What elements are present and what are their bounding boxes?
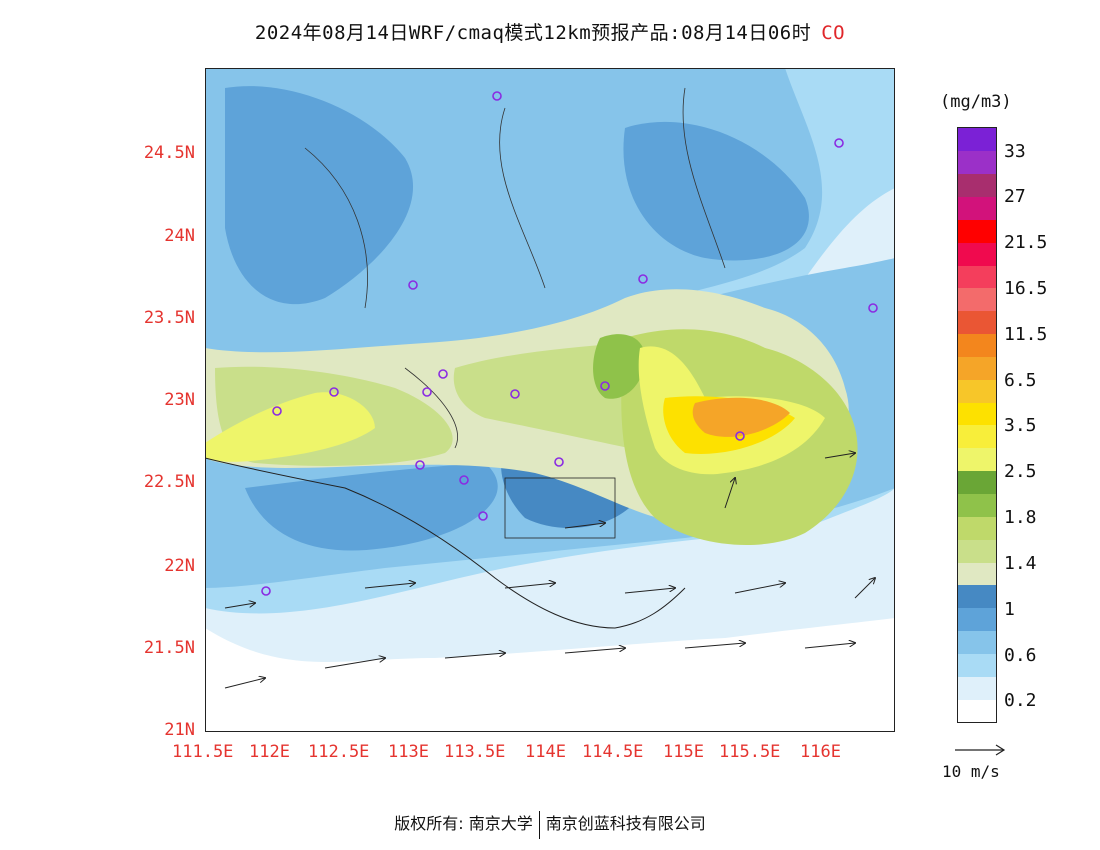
map-frame	[205, 68, 895, 732]
legend-swatch	[958, 219, 996, 243]
legend-unit: (mg/m3)	[940, 92, 1012, 112]
legend-tick-3-5: 3.5	[1004, 415, 1037, 436]
legend-swatch	[958, 356, 996, 380]
legend-swatch	[958, 562, 996, 586]
legend-swatch	[958, 242, 996, 266]
legend-swatch	[958, 539, 996, 563]
legend-tick-11-5: 11.5	[1004, 324, 1048, 345]
legend-swatch	[958, 402, 996, 426]
x-tick-112-5e: 112.5E	[308, 742, 370, 762]
legend-swatch	[958, 379, 996, 403]
y-tick-24n: 24N	[164, 226, 195, 246]
x-tick-113e: 113E	[388, 742, 429, 762]
y-tick-23n: 23N	[164, 390, 195, 410]
fill-blue-nw	[225, 86, 414, 305]
legend-swatch	[958, 333, 996, 357]
legend-swatch	[958, 287, 996, 312]
legend-tick-33: 33	[1004, 141, 1026, 162]
legend-colorbar	[957, 127, 997, 723]
x-tick-115e: 115E	[663, 742, 704, 762]
y-tick-21-5n: 21.5N	[143, 638, 195, 658]
footer-right: 南京创蓝科技有限公司	[545, 814, 706, 833]
legend-swatch	[958, 425, 996, 449]
y-tick-24-5n: 24.5N	[143, 143, 195, 163]
legend-swatch	[958, 447, 996, 472]
fill-2-5-west	[205, 392, 375, 462]
title-species: CO	[821, 22, 846, 44]
station-markers	[261, 91, 878, 596]
y-tick-22n: 22N	[164, 556, 195, 576]
legend-swatch	[958, 699, 996, 723]
x-tick-112e: 112E	[249, 742, 290, 762]
fill-6-5-east	[692, 397, 790, 437]
x-tick-114-5e: 114.5E	[582, 742, 644, 762]
x-tick-113-5e: 113.5E	[444, 742, 506, 762]
y-tick-21n: 21N	[164, 720, 195, 740]
legend-swatch	[958, 128, 996, 152]
legend-tick-16-5: 16.5	[1004, 278, 1048, 299]
legend-swatch	[958, 150, 996, 175]
x-tick-114e: 114E	[525, 742, 566, 762]
fill-blue-sw	[245, 463, 498, 551]
coastline	[205, 457, 686, 629]
map-plot	[205, 68, 895, 732]
title-main: 2024年08月14日WRF/cmaq模式12km预报产品:08月14日06时	[254, 22, 812, 44]
legend-swatch	[958, 630, 996, 654]
legend-tick-0-2: 0.2	[1004, 690, 1037, 711]
wind-vectors	[224, 453, 875, 689]
legend-tick-27: 27	[1004, 186, 1026, 207]
legend-tick-6-5: 6.5	[1004, 370, 1037, 391]
legend-tick-1-4: 1.4	[1004, 553, 1037, 574]
boundary-lines	[304, 87, 726, 449]
region-box	[504, 477, 616, 539]
concentration-map	[205, 68, 895, 732]
legend-swatch	[958, 265, 996, 289]
legend-swatch	[958, 607, 996, 632]
copyright-footer: 版权所有: 南京大学 南京创蓝科技有限公司	[0, 810, 1100, 839]
legend-swatch	[958, 584, 996, 609]
footer-left: 版权所有: 南京大学	[394, 814, 533, 833]
map-title: 2024年08月14日WRF/cmaq模式12km预报产品:08月14日06时 C…	[0, 18, 1100, 45]
legend-tick-21-5: 21.5	[1004, 232, 1048, 253]
x-tick-116e: 116E	[800, 742, 841, 762]
legend-swatch	[958, 516, 996, 540]
wind-reference-arrow	[955, 744, 1006, 756]
legend-tick-0-6: 0.6	[1004, 645, 1037, 666]
y-tick-23-5n: 23.5N	[143, 308, 195, 328]
footer-divider	[538, 810, 540, 839]
legend-swatch	[958, 310, 996, 335]
legend-tick-1: 1	[1004, 599, 1015, 620]
legend-tick-1-8: 1.8	[1004, 507, 1037, 528]
fill-blue-nc	[623, 121, 809, 261]
wind-reference-label: 10 m/s	[942, 762, 1000, 781]
legend-swatch	[958, 173, 996, 198]
x-tick-115-5e: 115.5E	[719, 742, 781, 762]
legend-swatch	[958, 653, 996, 677]
legend-swatch	[958, 470, 996, 495]
legend-tick-2-5: 2.5	[1004, 461, 1037, 482]
y-tick-22-5n: 22.5N	[143, 472, 195, 492]
legend-swatch	[958, 196, 996, 220]
legend-swatch	[958, 493, 996, 517]
legend-swatch	[958, 676, 996, 700]
x-tick-111-5e: 111.5E	[172, 742, 234, 762]
